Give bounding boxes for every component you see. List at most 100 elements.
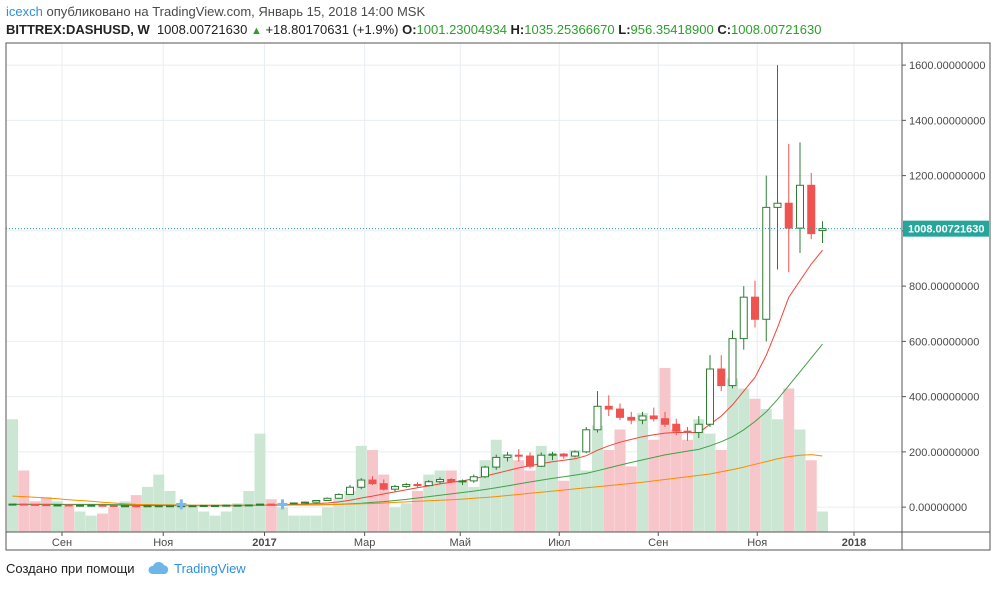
candle-body xyxy=(458,480,467,483)
candle-body xyxy=(289,502,298,505)
candle-body xyxy=(616,408,624,418)
candle-body xyxy=(728,338,737,387)
candle-body xyxy=(87,504,96,507)
volume-bar xyxy=(637,413,648,532)
volume-bar xyxy=(468,486,480,532)
candle-body xyxy=(661,418,669,425)
volume-bar xyxy=(187,507,198,532)
volume-bar xyxy=(277,507,288,532)
open-label: O: xyxy=(402,22,417,37)
volume-bar xyxy=(760,409,772,532)
candle-body xyxy=(627,416,636,421)
candle-body xyxy=(357,479,366,488)
volume-bar xyxy=(63,505,75,532)
volume-bar xyxy=(479,460,491,532)
volume-bar xyxy=(7,419,18,532)
candle xyxy=(132,505,141,508)
tradingview-brand[interactable]: TradingView xyxy=(174,561,246,576)
candle-body xyxy=(571,451,579,457)
x-tick-label: 2018 xyxy=(842,537,866,549)
candle xyxy=(503,451,512,462)
candle-body xyxy=(154,505,163,508)
volume-bar xyxy=(299,515,311,532)
volume-bar xyxy=(535,445,547,532)
candle-body xyxy=(604,405,613,410)
candle xyxy=(706,355,714,428)
symbol-label[interactable]: BITTREX:DASHUSD, W xyxy=(6,22,150,37)
candle xyxy=(582,427,591,454)
volume-bar xyxy=(130,495,142,532)
x-tick-label: Май xyxy=(449,537,471,549)
volume-bar xyxy=(108,507,120,532)
candle-body xyxy=(469,476,478,482)
candle xyxy=(188,505,197,508)
volume-bar xyxy=(490,439,502,532)
candle xyxy=(762,175,771,342)
candle xyxy=(8,503,17,506)
footer: Создано при помощи TradingView xyxy=(6,561,246,578)
candle-body xyxy=(638,415,647,421)
y-tick-label: 400.00000000 xyxy=(909,392,979,404)
candle xyxy=(76,504,84,507)
candle xyxy=(616,403,624,421)
candle xyxy=(784,143,793,273)
candle xyxy=(559,452,568,459)
volume-bar xyxy=(367,450,378,532)
volume-bar xyxy=(412,491,423,532)
candle-body xyxy=(256,503,264,506)
volume-bar xyxy=(738,388,750,532)
candle-body xyxy=(593,405,602,431)
x-tick-label: Сен xyxy=(52,537,72,549)
candle xyxy=(154,505,163,508)
volume-bar xyxy=(648,439,660,532)
candle-body xyxy=(42,504,51,507)
candle xyxy=(323,497,332,502)
y-tick-label: 0.00000000 xyxy=(909,502,967,514)
candle xyxy=(571,450,579,458)
candle-body xyxy=(492,456,501,468)
candle xyxy=(807,172,816,240)
candle xyxy=(109,504,118,507)
y-tick-label: 800.00000000 xyxy=(909,281,979,293)
candle-body xyxy=(143,505,152,508)
volume-bar xyxy=(783,388,795,532)
volume-bar xyxy=(97,513,108,532)
volume-bar xyxy=(715,450,727,532)
volume-bar xyxy=(29,501,41,532)
candle-body xyxy=(8,503,17,506)
candle-body xyxy=(649,415,658,420)
volume-bar xyxy=(153,474,165,532)
candle xyxy=(492,454,501,470)
candle-body xyxy=(244,504,253,507)
volume-bar xyxy=(310,515,322,532)
candle xyxy=(796,142,804,253)
candle xyxy=(436,477,444,484)
author-link[interactable]: icexch xyxy=(6,4,43,19)
volume-bar xyxy=(423,474,435,532)
low-label: L: xyxy=(618,22,631,37)
volume-bar xyxy=(209,515,221,532)
candle xyxy=(481,465,489,479)
tradingview-cloud-icon[interactable] xyxy=(146,561,170,578)
candle xyxy=(143,505,152,508)
publish-text: опубликовано на TradingView.com, Январь … xyxy=(42,4,426,19)
high-value: 1035.25366670 xyxy=(524,22,615,37)
low-value: 956.35418900 xyxy=(630,22,714,37)
candle-body xyxy=(64,504,73,507)
candle-body xyxy=(402,483,411,487)
up-arrow-icon: ▲ xyxy=(250,25,262,37)
volume-bar xyxy=(243,491,255,532)
y-tick-label: 1600.00000000 xyxy=(909,60,985,72)
volume-bar xyxy=(220,511,232,532)
candle-body xyxy=(773,202,782,208)
candle xyxy=(357,478,366,490)
candle-body xyxy=(436,479,444,483)
volume-bar xyxy=(164,491,176,532)
candle-body xyxy=(222,504,231,507)
last-price-tag-label: 1008.00721630 xyxy=(908,224,984,236)
candle xyxy=(244,504,253,507)
change-value: +18.80170631 (+1.9%) xyxy=(265,22,399,37)
candle-body xyxy=(559,453,568,457)
candle-body xyxy=(526,455,534,467)
